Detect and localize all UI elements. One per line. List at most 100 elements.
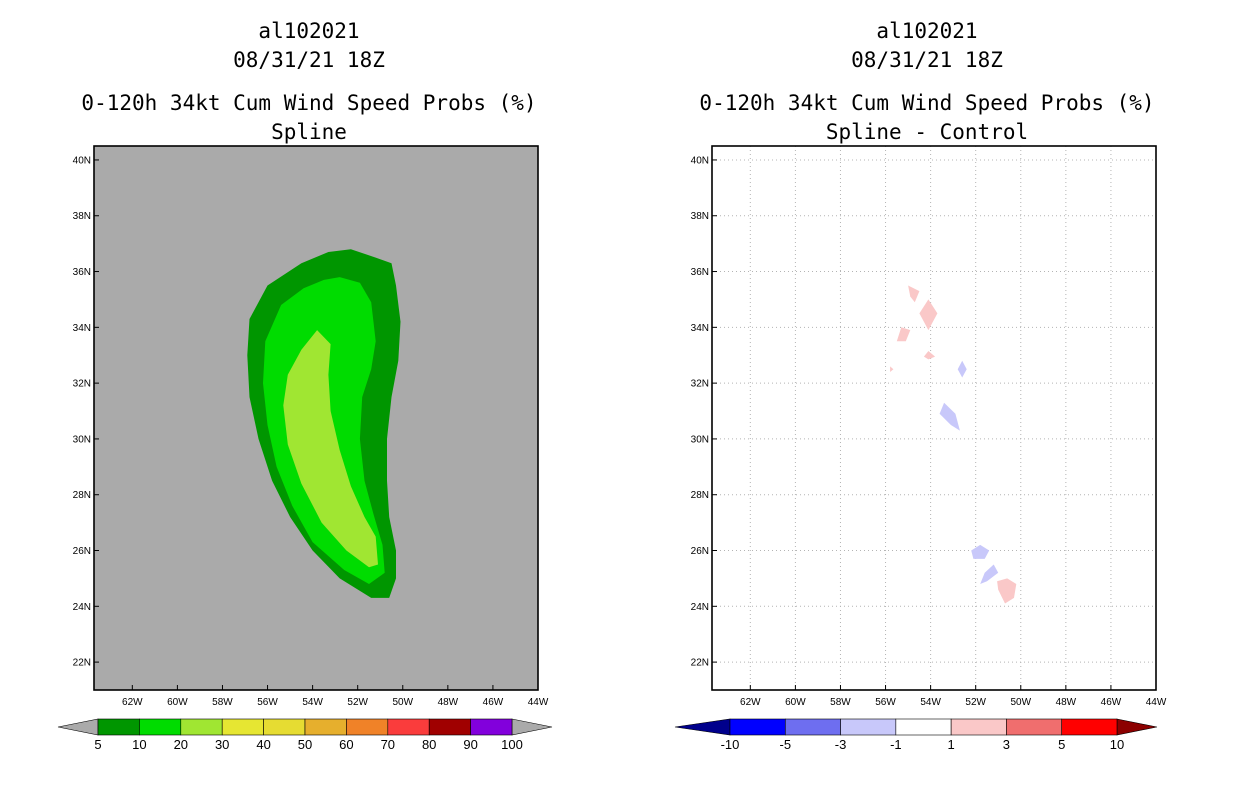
plot-background xyxy=(712,146,1156,690)
plot-frame xyxy=(93,145,539,691)
x-tick-label: 56W xyxy=(875,697,896,708)
datetime-title: 08/31/21 18Z xyxy=(233,48,385,72)
contour-region-20-30 xyxy=(283,330,378,568)
x-tick-label: 54W xyxy=(920,697,941,708)
colorbar-swatch xyxy=(729,718,786,736)
x-tick-label: 60W xyxy=(785,697,806,708)
spline-minus-control-map: 62W 60W 58W 56W 54W 52W 50W 48W 46W 44W 22N 24N 26N 2… xyxy=(674,145,1167,752)
colorbar-swatch xyxy=(180,718,223,736)
colorbar-label: 3 xyxy=(1003,737,1010,752)
colorbar-swatch xyxy=(428,718,471,736)
y-tick-label: 22N xyxy=(691,658,709,669)
colorbar-swatch xyxy=(784,718,841,736)
colorbar-label: 20 xyxy=(174,737,188,752)
x-tick-label: 54W xyxy=(302,697,323,708)
colorbar-swatch xyxy=(346,718,389,736)
colorbar-swatch xyxy=(97,718,140,736)
colorbar-label: 80 xyxy=(422,737,436,752)
contour-region-1-3 xyxy=(923,351,936,360)
colorbar-label: 60 xyxy=(339,737,353,752)
x-tick-label: 46W xyxy=(1101,697,1122,708)
spline-probability-panel: al102021 08/31/21 18Z 0-120h 34kt Cum Wi… xyxy=(57,19,553,752)
contour-region--3--1 xyxy=(939,402,960,431)
y-tick-label: 32N xyxy=(691,379,709,390)
colorbar: -10 -5 -3 -1 1 3 5 10 xyxy=(674,718,1158,752)
colorbar-label: 5 xyxy=(1058,737,1065,752)
x-tick-label: 60W xyxy=(167,697,188,708)
y-tick-label: 24N xyxy=(691,602,709,613)
product-title: 0-120h 34kt Cum Wind Speed Probs (%) xyxy=(81,91,537,115)
contour-region-1-3 xyxy=(919,299,938,331)
colorbar-label: 10 xyxy=(1110,737,1124,752)
colorbar-swatch xyxy=(840,718,897,736)
x-tick-label: 58W xyxy=(212,697,233,708)
grid-lines xyxy=(712,146,1156,690)
colorbar-label: -10 xyxy=(721,737,740,752)
contour-region-1-3 xyxy=(997,578,1017,604)
colorbar-low-arrow xyxy=(674,718,731,736)
colorbar-low-arrow xyxy=(57,718,99,736)
y-tick-label: 28N xyxy=(691,490,709,501)
x-tick-label: 44W xyxy=(1146,697,1167,708)
colorbar-high-arrow xyxy=(1116,718,1158,736)
colorbar: 5 10 20 30 40 50 60 70 80 90 100 xyxy=(57,718,553,752)
colorbar-swatch xyxy=(470,718,513,736)
x-tick-label: 44W xyxy=(528,697,549,708)
spline-probability-map: 62W 60W 58W 56W 54W 52W 50W 48W 46W 44W 22N 24N 26N 2… xyxy=(57,145,553,752)
colorbar-swatch xyxy=(1006,718,1063,736)
colorbar-swatch xyxy=(1061,718,1118,736)
colorbar-high-arrow xyxy=(511,718,553,736)
y-tick-label: 22N xyxy=(73,658,91,669)
y-tick-label: 32N xyxy=(73,379,91,390)
contour-region--3--1 xyxy=(971,544,990,559)
colorbar-swatch xyxy=(387,718,430,736)
scheme-title: Spline xyxy=(271,120,347,144)
plot-frame xyxy=(711,145,1157,691)
scheme-title: Spline - Control xyxy=(825,120,1029,144)
product-title: 0-120h 34kt Cum Wind Speed Probs (%) xyxy=(699,91,1155,115)
x-tick-label: 50W xyxy=(1010,697,1031,708)
storm-id-title: al102021 xyxy=(258,19,360,43)
y-tick-label: 38N xyxy=(73,211,91,222)
datetime-title: 08/31/21 18Z xyxy=(851,48,1003,72)
x-tick-label: 52W xyxy=(347,697,368,708)
x-tick-label: 50W xyxy=(392,697,413,708)
x-tick-label: 48W xyxy=(1056,697,1077,708)
y-tick-label: 30N xyxy=(691,434,709,445)
y-tick-label: 40N xyxy=(73,155,91,166)
contour-region-1-3 xyxy=(908,285,920,303)
colorbar-label: 50 xyxy=(298,737,312,752)
spline-minus-control-panel: al102021 08/31/21 18Z 0-120h 34kt Cum Wi… xyxy=(618,0,1236,800)
y-tick-label: 24N xyxy=(73,602,91,613)
x-tick-label: 48W xyxy=(438,697,459,708)
y-tick-label: 36N xyxy=(73,267,91,278)
colorbar-label: 10 xyxy=(132,737,146,752)
x-tick-label: 58W xyxy=(830,697,851,708)
contour-region--3--1 xyxy=(980,564,999,584)
colorbar-swatch xyxy=(950,718,1007,736)
colorbar-label: 1 xyxy=(948,737,955,752)
y-tick-label: 34N xyxy=(73,323,91,334)
y-tick-label: 40N xyxy=(691,155,709,166)
colorbar-swatch xyxy=(304,718,347,736)
x-tick-label: 62W xyxy=(740,697,761,708)
colorbar-label: 40 xyxy=(256,737,270,752)
colorbar-label: 70 xyxy=(381,737,395,752)
colorbar-label: -3 xyxy=(835,737,847,752)
colorbar-swatch xyxy=(221,718,264,736)
colorbar-label: 5 xyxy=(94,737,101,752)
contour-fills xyxy=(890,285,1017,604)
y-tick-label: 26N xyxy=(691,546,709,557)
colorbar-label: -5 xyxy=(780,737,792,752)
y-tick-label: 28N xyxy=(73,490,91,501)
x-tick-label: 46W xyxy=(483,697,504,708)
contour-region-1-3 xyxy=(890,366,894,372)
colorbar-label: -1 xyxy=(890,737,902,752)
y-tick-label: 26N xyxy=(73,546,91,557)
y-tick-label: 34N xyxy=(691,323,709,334)
contour-region--3--1 xyxy=(957,360,967,378)
y-tick-label: 38N xyxy=(691,211,709,222)
contour-fills xyxy=(247,249,401,598)
y-tick-label: 30N xyxy=(73,434,91,445)
x-tick-label: 56W xyxy=(257,697,278,708)
